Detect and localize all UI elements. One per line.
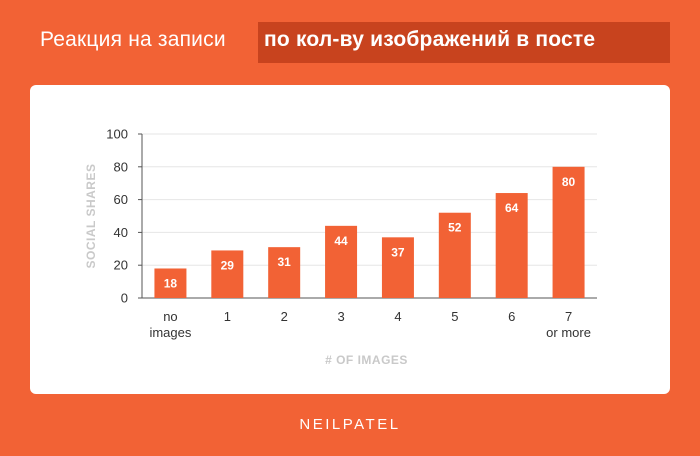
y-axis-title: SOCIAL SHARES (84, 164, 98, 269)
bar (381, 237, 414, 298)
x-tick-label: 5 (451, 309, 458, 324)
data-label: 29 (221, 258, 235, 272)
page-title-plain: Реакция на записи (40, 28, 226, 51)
bar (438, 212, 471, 298)
x-tick-label: 3 (337, 309, 344, 324)
bar (268, 247, 301, 298)
x-tick-label: images (149, 325, 191, 340)
data-label: 44 (334, 234, 348, 248)
bar (154, 268, 187, 298)
x-tick-label: 4 (394, 309, 401, 324)
bar (552, 166, 585, 298)
data-label: 80 (562, 175, 576, 189)
x-tick-label: 7 (565, 309, 572, 324)
data-label: 52 (448, 221, 462, 235)
page-title-bold: по кол-ву изображений в посте (264, 28, 596, 51)
x-tick-label: 1 (224, 309, 231, 324)
bar (325, 225, 358, 298)
y-tick-label: 80 (114, 159, 128, 174)
data-label: 31 (278, 255, 292, 269)
x-axis-title: # OF IMAGES (325, 353, 408, 367)
bar (495, 193, 528, 298)
bar (211, 250, 244, 298)
x-tick-label: no (163, 309, 177, 324)
data-label: 37 (391, 245, 405, 259)
x-tick-label: 2 (281, 309, 288, 324)
neilpatel-logo: NEILPATEL (299, 416, 401, 433)
data-label: 64 (505, 201, 519, 215)
y-tick-label: 40 (114, 225, 128, 240)
y-tick-label: 60 (114, 192, 128, 207)
title-highlight-box (258, 22, 670, 63)
y-tick-label: 20 (114, 258, 128, 273)
y-tick-label: 0 (121, 291, 128, 306)
chart-card: 0 20 40 60 80 100 18 no images 29 1 31 2 44 3 37 4 52 5 64 6… (30, 85, 670, 394)
data-label: 18 (164, 276, 178, 290)
header: Реакция на записи по кол-ву изображений … (0, 22, 700, 64)
x-tick-label: 6 (508, 309, 515, 324)
y-tick-label: 100 (106, 127, 128, 142)
x-tick-label: or more (546, 325, 591, 340)
